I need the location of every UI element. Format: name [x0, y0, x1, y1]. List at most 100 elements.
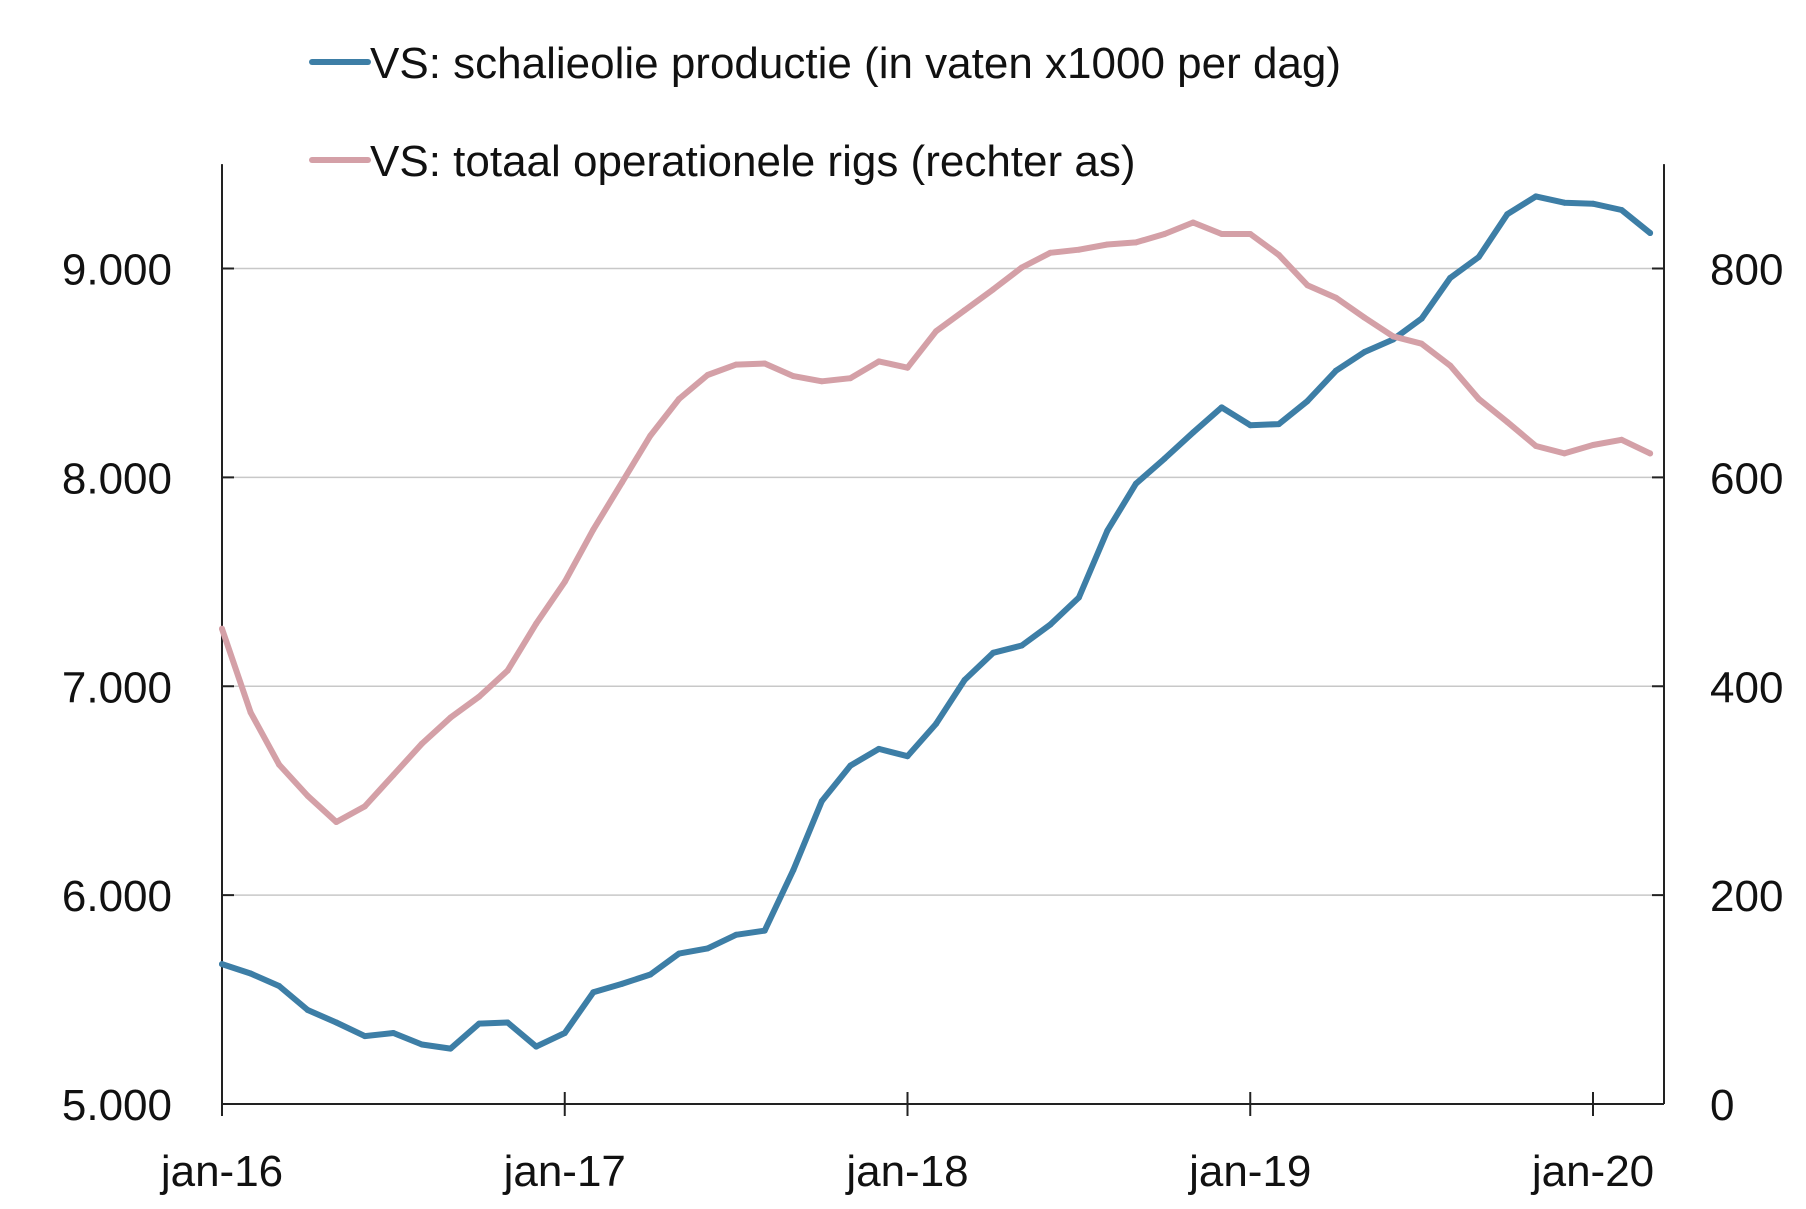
- right-axis-tick-label: 0: [1710, 1081, 1734, 1130]
- x-axis-tick-label: jan-16: [159, 1147, 283, 1196]
- data-point: [647, 432, 654, 439]
- data-point: [1047, 249, 1054, 256]
- data-point: [304, 792, 311, 799]
- series-line-2: [219, 219, 1654, 825]
- data-point: [1133, 480, 1139, 487]
- data-point: [704, 372, 711, 378]
- right-axis-tick-label: 200: [1710, 872, 1783, 921]
- data-point: [1218, 231, 1225, 237]
- data-point: [1447, 274, 1454, 281]
- data-point: [676, 950, 682, 957]
- data-point: [533, 1043, 540, 1050]
- data-point: [247, 970, 254, 977]
- legend: VS: schalieolie productie (in vaten x100…: [309, 39, 1341, 186]
- data-point: [1361, 349, 1368, 355]
- data-point: [561, 578, 568, 585]
- data-point: [990, 286, 997, 293]
- data-point: [1361, 314, 1368, 321]
- data-point: [1247, 231, 1254, 237]
- data-point: [1532, 193, 1539, 200]
- data-point: [1075, 594, 1082, 601]
- series-lines: [219, 193, 1654, 1052]
- data-point: [390, 1030, 397, 1036]
- data-point: [904, 753, 911, 760]
- data-point: [1275, 251, 1282, 258]
- data-point: [733, 931, 740, 938]
- data-point: [1561, 199, 1568, 206]
- data-point: [1332, 294, 1339, 301]
- data-point: [418, 1041, 425, 1048]
- data-point: [790, 867, 797, 874]
- x-axis-tick-label: jan-17: [502, 1147, 626, 1196]
- data-point: [1247, 422, 1254, 429]
- data-point: [1104, 241, 1111, 248]
- data-point: [1275, 421, 1282, 428]
- data-point: [1190, 429, 1197, 436]
- left-axis-tick-label: 6.000: [62, 872, 172, 921]
- data-point: [761, 360, 768, 367]
- data-point: [276, 983, 283, 989]
- data-point: [276, 761, 283, 768]
- data-point: [1332, 367, 1339, 374]
- data-point: [1304, 282, 1311, 289]
- data-point: [1418, 315, 1425, 322]
- data-point: [961, 307, 968, 314]
- left-axis-tick-label: 5.000: [62, 1081, 172, 1130]
- data-point: [1104, 527, 1111, 534]
- left-axis-tick-label: 9.000: [62, 246, 172, 295]
- data-point: [647, 971, 654, 978]
- data-point: [447, 714, 454, 721]
- x-axis-tick-label: jan-20: [1530, 1147, 1654, 1196]
- data-point: [1418, 340, 1425, 347]
- data-point: [1504, 211, 1511, 218]
- data-point: [1532, 443, 1539, 449]
- data-point: [590, 526, 597, 533]
- right-axis-tick-label: 600: [1710, 454, 1783, 503]
- data-point: [990, 649, 997, 656]
- data-point: [733, 361, 740, 368]
- left-axis-tick-label: 7.000: [62, 663, 172, 712]
- data-point: [418, 740, 425, 747]
- data-point: [1133, 239, 1139, 246]
- x-axis-tick-label: jan-18: [844, 1147, 968, 1196]
- data-point: [476, 693, 483, 700]
- series-line-1: [219, 193, 1654, 1052]
- data-point: [561, 1030, 568, 1036]
- legend-label: VS: totaal operationele rigs (rechter as…: [370, 137, 1136, 186]
- data-point: [961, 677, 968, 683]
- data-point: [1304, 398, 1311, 405]
- data-point: [1475, 254, 1482, 260]
- data-point: [1218, 404, 1225, 411]
- data-point: [247, 709, 254, 716]
- data-point: [590, 989, 597, 996]
- data-point: [361, 803, 368, 810]
- data-point: [476, 1020, 483, 1027]
- data-point: [1161, 231, 1168, 237]
- data-point: [1618, 436, 1625, 443]
- data-point: [818, 378, 825, 385]
- data-point: [1647, 450, 1654, 457]
- data-point: [1075, 246, 1082, 253]
- data-point: [847, 762, 854, 769]
- data-point: [1647, 230, 1654, 236]
- data-point: [761, 927, 768, 934]
- data-point: [1018, 264, 1025, 271]
- data-point: [361, 1033, 368, 1040]
- data-point: [875, 358, 882, 365]
- data-point: [533, 620, 540, 627]
- data-point: [676, 396, 682, 402]
- data-point: [1390, 333, 1397, 340]
- gridlines: [222, 267, 1664, 896]
- data-point: [618, 980, 625, 987]
- data-point: [818, 798, 825, 805]
- data-point: [333, 1019, 340, 1026]
- data-point: [390, 772, 397, 778]
- data-point: [847, 375, 854, 382]
- data-point: [704, 945, 711, 952]
- left-axis-tick-label: 8.000: [62, 454, 172, 503]
- data-point: [447, 1045, 454, 1052]
- data-point: [1590, 200, 1596, 207]
- data-point: [504, 1019, 511, 1026]
- data-point: [933, 720, 940, 727]
